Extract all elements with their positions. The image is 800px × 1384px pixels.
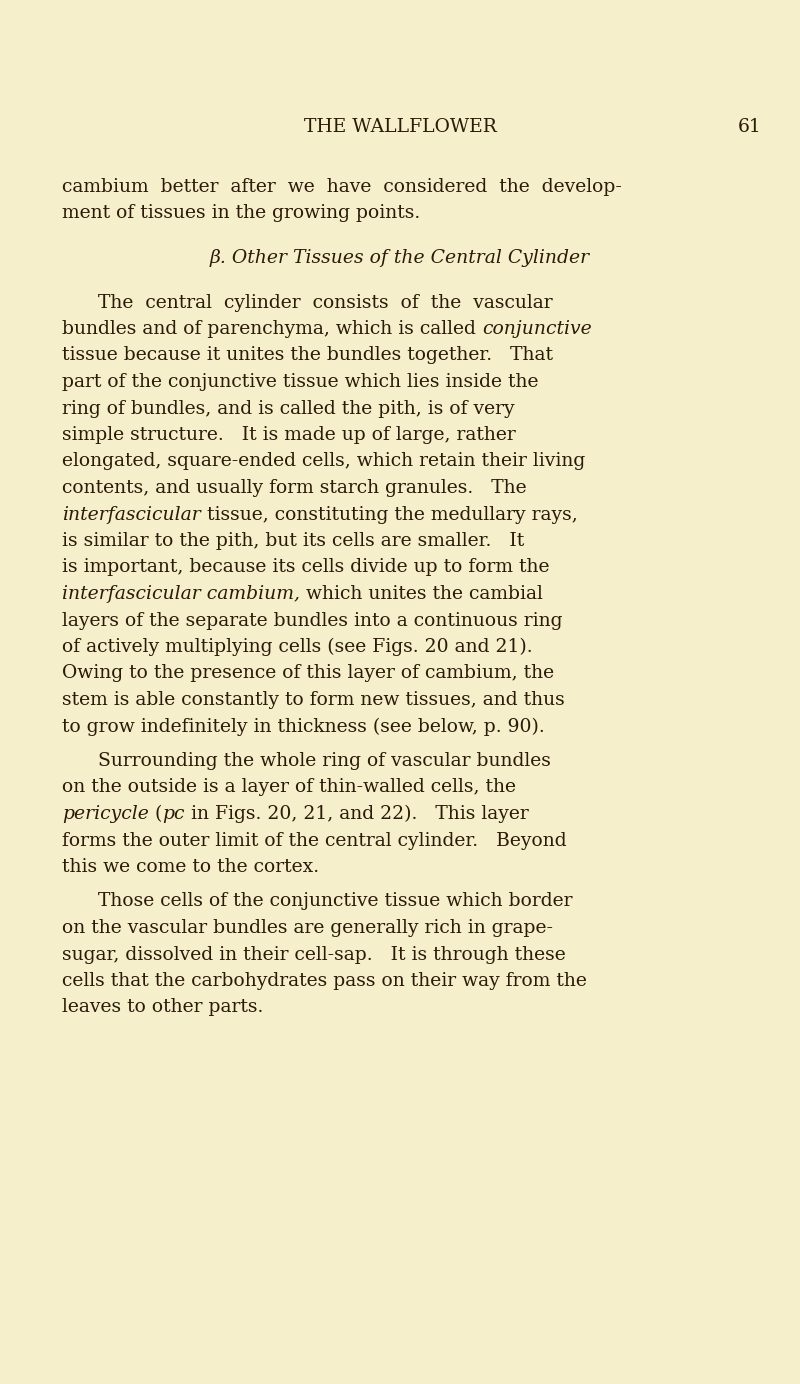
Text: cells that the carbohydrates pass on their way from the: cells that the carbohydrates pass on the… — [62, 972, 587, 990]
Text: part of the conjunctive tissue which lies inside the: part of the conjunctive tissue which lie… — [62, 374, 538, 392]
Text: The  central  cylinder  consists  of  the  vascular: The central cylinder consists of the vas… — [98, 293, 553, 311]
Text: to grow indefinitely in thickness (see below, p. 90).: to grow indefinitely in thickness (see b… — [62, 717, 545, 736]
Text: β. Other Tissues of the Central Cylinder: β. Other Tissues of the Central Cylinder — [210, 249, 590, 267]
Text: is similar to the pith, but its cells are smaller.   It: is similar to the pith, but its cells ar… — [62, 531, 524, 549]
Text: ring of bundles, and is called the pith, is of very: ring of bundles, and is called the pith,… — [62, 400, 514, 418]
Text: Those cells of the conjunctive tissue which border: Those cells of the conjunctive tissue wh… — [98, 893, 573, 911]
Text: this we come to the cortex.: this we come to the cortex. — [62, 858, 319, 876]
Text: pc: pc — [162, 805, 185, 823]
Text: interfascicular: interfascicular — [62, 505, 201, 523]
Text: which unites the cambial: which unites the cambial — [300, 585, 543, 603]
Text: of actively multiplying cells (see Figs. 20 and 21).: of actively multiplying cells (see Figs.… — [62, 638, 533, 656]
Text: tissue because it unites the bundles together.   That: tissue because it unites the bundles tog… — [62, 346, 553, 364]
Text: interfascicular cambium,: interfascicular cambium, — [62, 585, 300, 603]
Text: simple structure.   It is made up of large, rather: simple structure. It is made up of large… — [62, 426, 516, 444]
Text: is important, because its cells divide up to form the: is important, because its cells divide u… — [62, 559, 550, 577]
Text: Owing to the presence of this layer of cambium, the: Owing to the presence of this layer of c… — [62, 664, 554, 682]
Text: conjunctive: conjunctive — [482, 320, 592, 338]
Text: 61: 61 — [738, 118, 762, 136]
Text: elongated, square-ended cells, which retain their living: elongated, square-ended cells, which ret… — [62, 453, 586, 471]
Text: (: ( — [149, 805, 162, 823]
Text: contents, and usually form starch granules.   The: contents, and usually form starch granul… — [62, 479, 526, 497]
Text: layers of the separate bundles into a continuous ring: layers of the separate bundles into a co… — [62, 612, 562, 630]
Text: in Figs. 20, 21, and 22).   This layer: in Figs. 20, 21, and 22). This layer — [185, 805, 529, 823]
Text: bundles and of parenchyma, which is called: bundles and of parenchyma, which is call… — [62, 320, 482, 338]
Text: sugar, dissolved in their cell-sap.   It is through these: sugar, dissolved in their cell-sap. It i… — [62, 945, 566, 963]
Text: on the vascular bundles are generally rich in grape-: on the vascular bundles are generally ri… — [62, 919, 553, 937]
Text: Surrounding the whole ring of vascular bundles: Surrounding the whole ring of vascular b… — [98, 752, 551, 770]
Text: forms the outer limit of the central cylinder.   Beyond: forms the outer limit of the central cyl… — [62, 832, 566, 850]
Text: pericycle: pericycle — [62, 805, 149, 823]
Text: cambium  better  after  we  have  considered  the  develop-: cambium better after we have considered … — [62, 179, 622, 197]
Text: stem is able constantly to form new tissues, and thus: stem is able constantly to form new tiss… — [62, 691, 565, 709]
Text: THE WALLFLOWER: THE WALLFLOWER — [303, 118, 497, 136]
Text: ment of tissues in the growing points.: ment of tissues in the growing points. — [62, 205, 420, 223]
Text: tissue, constituting the medullary rays,: tissue, constituting the medullary rays, — [201, 505, 578, 523]
Text: leaves to other parts.: leaves to other parts. — [62, 998, 263, 1016]
Text: on the outside is a layer of thin-walled cells, the: on the outside is a layer of thin-walled… — [62, 778, 516, 797]
